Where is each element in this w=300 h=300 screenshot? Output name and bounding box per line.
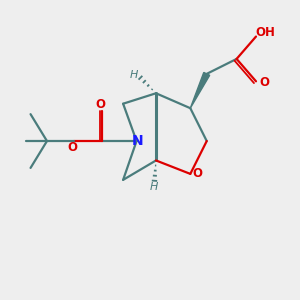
- Text: O: O: [96, 98, 106, 111]
- Text: O: O: [192, 167, 202, 180]
- Text: H: H: [150, 182, 158, 192]
- Text: N: N: [132, 134, 143, 148]
- Text: O: O: [260, 76, 269, 89]
- Text: O: O: [68, 141, 77, 154]
- Polygon shape: [190, 72, 210, 108]
- Text: H: H: [130, 70, 138, 80]
- Text: OH: OH: [256, 26, 275, 38]
